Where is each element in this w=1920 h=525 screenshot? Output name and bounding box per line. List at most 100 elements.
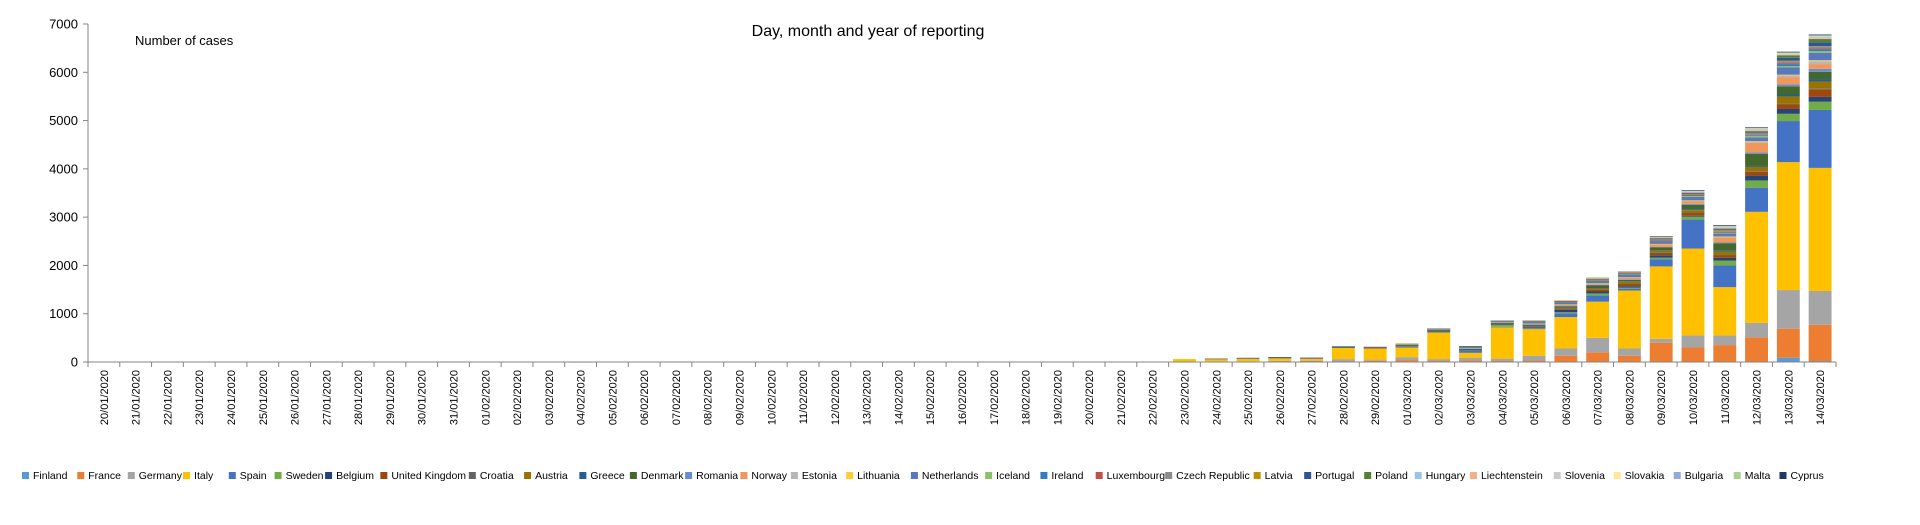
legend-swatch bbox=[325, 472, 333, 479]
bar-segment bbox=[1808, 42, 1832, 47]
legend-swatch bbox=[985, 472, 993, 479]
bar-segment bbox=[1713, 237, 1737, 243]
bar-segment bbox=[1745, 211, 1768, 323]
bar-segment bbox=[1459, 348, 1482, 349]
bar-segment bbox=[1713, 335, 1737, 346]
bar-segment bbox=[1204, 358, 1228, 362]
bar-segment bbox=[1681, 195, 1705, 196]
legend-swatch bbox=[910, 472, 918, 479]
bar-segment bbox=[1617, 283, 1641, 287]
bar-segment bbox=[1617, 283, 1641, 285]
bar-segment bbox=[1586, 279, 1610, 280]
bar-segment bbox=[1617, 271, 1641, 273]
x-tick-label: 09/02/2020 bbox=[735, 370, 747, 425]
bar-segment bbox=[1808, 49, 1832, 52]
bar-segment bbox=[1681, 190, 1705, 191]
legend-swatch bbox=[380, 472, 388, 479]
bar-segment bbox=[1808, 291, 1832, 325]
bar-segment bbox=[1617, 287, 1641, 289]
bar-segment bbox=[1776, 66, 1800, 68]
bar-segment bbox=[1617, 286, 1641, 288]
bar-segment bbox=[1745, 131, 1768, 133]
bar-segment bbox=[1745, 171, 1768, 176]
bar-segment bbox=[1745, 132, 1768, 134]
bar-segment bbox=[1808, 34, 1832, 36]
legend-swatch bbox=[1673, 472, 1681, 479]
bar-segment bbox=[1776, 54, 1800, 56]
legend-label: Luxembourg bbox=[1107, 470, 1166, 482]
x-tick-label: 07/03/2020 bbox=[1593, 370, 1605, 425]
bar-segment bbox=[1649, 252, 1673, 256]
bar-segment bbox=[1745, 137, 1768, 142]
x-tick-label: 24/01/2020 bbox=[226, 370, 238, 425]
x-tick-label: 27/02/2020 bbox=[1307, 370, 1319, 425]
y-tick-label: 7000 bbox=[49, 17, 78, 32]
bar-segment bbox=[1586, 279, 1610, 281]
bar-segment bbox=[1204, 358, 1228, 360]
bar-segment bbox=[1745, 180, 1768, 188]
legend-label: Portugal bbox=[1315, 470, 1354, 482]
bar-segment bbox=[1554, 308, 1578, 309]
bar-segment bbox=[1236, 357, 1260, 359]
bar-segment bbox=[1681, 209, 1705, 211]
bar-segment bbox=[1554, 313, 1578, 318]
legend: Finland France Germany Italy Spain Sweden Belg… bbox=[22, 470, 1824, 482]
legend-label: Estonia bbox=[802, 470, 837, 482]
x-tick-label: 14/03/2020 bbox=[1815, 370, 1827, 425]
bar-segment bbox=[1808, 89, 1832, 97]
bar-segment bbox=[1586, 283, 1610, 285]
x-tick-label: 26/02/2020 bbox=[1275, 370, 1287, 425]
bar-segment bbox=[1395, 346, 1419, 348]
bar-segment bbox=[1427, 328, 1451, 330]
bar-segment bbox=[1268, 357, 1292, 358]
bar-segment bbox=[1776, 103, 1800, 105]
bar-segment bbox=[1745, 142, 1768, 153]
bar-segment bbox=[1522, 324, 1546, 326]
x-tick-label: 20/02/2020 bbox=[1084, 370, 1096, 425]
bar-segment bbox=[1554, 304, 1578, 306]
bar-segment bbox=[1745, 153, 1768, 166]
bar-segment bbox=[1681, 212, 1705, 216]
bar-segment bbox=[1490, 327, 1514, 359]
bar-segment bbox=[1681, 219, 1705, 249]
legend-label: United Kingdom bbox=[391, 470, 466, 482]
bar-segment bbox=[1395, 357, 1419, 361]
bar-segment bbox=[1554, 306, 1578, 308]
bar-segment bbox=[1808, 46, 1832, 49]
bar-segment bbox=[1617, 290, 1641, 349]
bar-segment bbox=[1617, 288, 1641, 291]
legend-swatch bbox=[274, 472, 282, 479]
x-tick-label: 11/02/2020 bbox=[798, 370, 810, 424]
bar-segment bbox=[1522, 326, 1546, 328]
legend-swatch bbox=[740, 472, 748, 479]
legend-label: Finland bbox=[33, 470, 68, 482]
legend-swatch bbox=[1364, 472, 1372, 479]
bar-segment bbox=[1713, 230, 1737, 231]
bar-segment bbox=[1649, 342, 1673, 362]
bar-segment bbox=[1681, 210, 1705, 213]
bar-segment bbox=[1776, 121, 1800, 163]
bar-segment bbox=[1427, 331, 1451, 333]
bar-segment bbox=[1745, 322, 1768, 338]
x-tick-label: 30/01/2020 bbox=[417, 370, 429, 425]
x-tick-label: 28/01/2020 bbox=[353, 370, 365, 425]
bar-segment bbox=[1236, 358, 1260, 362]
legend-label: Ireland bbox=[1051, 470, 1083, 482]
bar-segment bbox=[1745, 337, 1768, 362]
bar-segment bbox=[1617, 274, 1641, 278]
bar-segment bbox=[1522, 325, 1546, 327]
bar-segment bbox=[1808, 52, 1832, 61]
bar-segment bbox=[1649, 240, 1673, 244]
bar-segment bbox=[1681, 200, 1705, 201]
legend-swatch bbox=[1414, 472, 1422, 479]
x-tick-label: 06/03/2020 bbox=[1561, 370, 1573, 425]
bar-segment bbox=[1395, 360, 1419, 362]
bar-segment bbox=[1649, 250, 1673, 253]
bar-segment bbox=[1554, 299, 1578, 301]
x-tick-label: 20/01/2020 bbox=[99, 370, 111, 425]
bar-segment bbox=[1681, 215, 1705, 217]
bar-segment bbox=[1808, 51, 1832, 53]
bar-segment bbox=[1617, 277, 1641, 280]
bar-segment bbox=[1776, 77, 1800, 85]
